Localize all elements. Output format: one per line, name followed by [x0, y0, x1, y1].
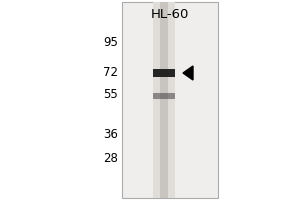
Bar	[153, 93, 175, 99]
Bar	[153, 69, 175, 77]
Text: 55: 55	[103, 88, 118, 102]
Bar	[153, 2, 175, 198]
Text: HL-60: HL-60	[151, 8, 189, 21]
Text: 72: 72	[103, 66, 118, 78]
Bar	[122, 2, 218, 198]
Polygon shape	[183, 66, 193, 80]
Text: 36: 36	[103, 129, 118, 142]
Bar	[160, 2, 168, 198]
Text: 95: 95	[103, 36, 118, 48]
Text: 28: 28	[103, 152, 118, 164]
